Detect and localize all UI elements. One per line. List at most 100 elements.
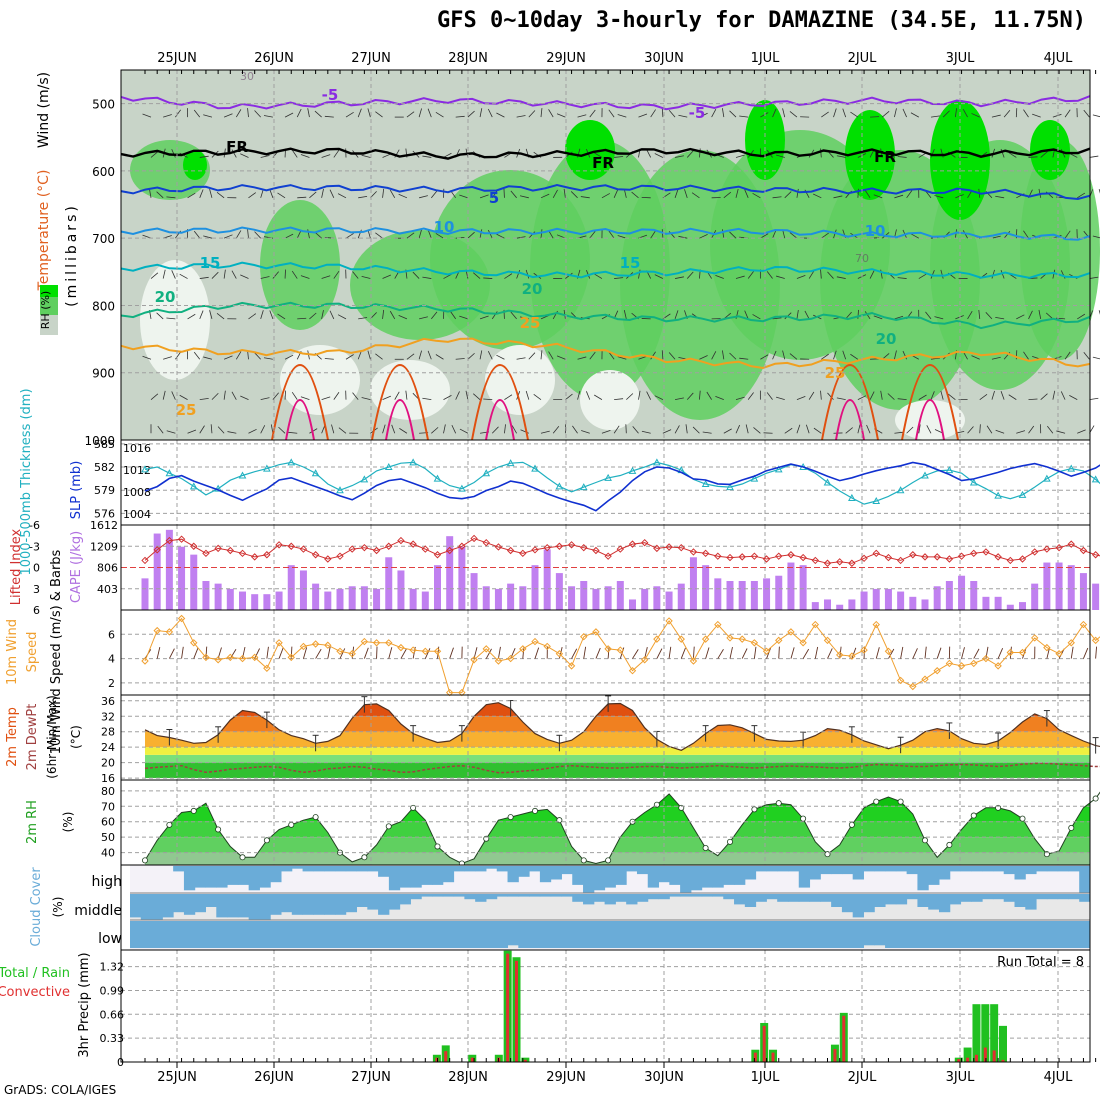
- wind-barb: [979, 394, 988, 400]
- wind-barb: [967, 426, 974, 434]
- cloud-cell-high: [787, 866, 800, 872]
- wind-barb: [572, 425, 578, 434]
- wind-barb: [491, 190, 498, 199]
- rh-tick-label: 60: [101, 816, 115, 829]
- cloud-cell-low: [130, 921, 142, 948]
- wind-barb-10m: [290, 646, 293, 659]
- cloud-cell-low: [259, 921, 271, 948]
- cape-bar: [921, 599, 929, 610]
- wind-speed-point: [263, 664, 271, 672]
- wind-barb: [608, 109, 615, 118]
- li-point: [458, 542, 466, 550]
- wind-barb: [613, 425, 620, 434]
- cloud-cell-middle: [831, 894, 843, 907]
- wind-barb: [910, 233, 920, 239]
- contour-label: 5: [489, 189, 499, 207]
- wind-speed-point: [628, 667, 637, 675]
- li-point: [762, 555, 771, 563]
- cloud-cell-high: [432, 866, 444, 885]
- wind-barb-10m: [705, 647, 710, 659]
- cloud-cell-middle: [421, 894, 433, 897]
- cape-bar: [373, 588, 381, 610]
- wind-speed-point: [470, 656, 478, 664]
- cape-bar: [239, 591, 246, 610]
- li-point: [506, 546, 515, 555]
- li-point: [543, 543, 551, 552]
- rh-axis-label: 2m RH: [25, 800, 40, 844]
- wind-speed-point: [957, 662, 966, 670]
- li-point: [299, 545, 308, 553]
- wind-barb: [175, 109, 181, 118]
- wind-barb-10m: [790, 647, 795, 659]
- wind-barb: [1016, 314, 1025, 320]
- li-point: [848, 559, 856, 567]
- thickness-point: [653, 458, 661, 466]
- wind-barb: [382, 309, 385, 319]
- thickness-point: [384, 463, 393, 471]
- rh-point: [532, 807, 539, 814]
- temp-band: [145, 754, 1090, 763]
- wind-barb: [869, 391, 875, 400]
- wind-barb: [516, 236, 526, 239]
- precip-tick-label: 1.32: [100, 961, 125, 974]
- rh-point: [727, 838, 734, 845]
- wind-barb-10m: [753, 646, 757, 659]
- cloud-cell-low: [1025, 921, 1037, 948]
- wind-barb: [375, 232, 383, 239]
- wind-barb: [613, 189, 619, 198]
- wind-barb: [288, 431, 298, 434]
- wind-barb: [722, 108, 725, 118]
- isotherm--5: [120, 95, 1091, 111]
- wind-barb: [735, 424, 741, 434]
- wind-barb: [431, 311, 438, 320]
- wind-barb-10m: [1095, 646, 1098, 659]
- wind-axis-label: 10m Wind Speed (m/s) & Barbs: [49, 549, 64, 754]
- cape-bar: [312, 583, 320, 610]
- wind-barb: [199, 189, 204, 198]
- cloud-cell-high: [507, 866, 519, 883]
- wind-barb: [674, 425, 680, 434]
- wind-barb: [399, 428, 408, 434]
- wind-barb-10m: [814, 646, 819, 659]
- wind-barb: [199, 425, 205, 434]
- thickness-point: [531, 464, 539, 472]
- wind-barb: [1047, 425, 1054, 434]
- precip-conv-bar: [470, 1057, 474, 1062]
- wind-barb: [902, 108, 907, 118]
- cape-bar: [665, 591, 673, 610]
- wind-barb: [479, 229, 483, 239]
- wind-speed-point: [896, 676, 905, 685]
- li-point: [1091, 551, 1100, 559]
- li-point: [336, 552, 344, 560]
- cloud-cell-low: [906, 921, 918, 948]
- wind-barb: [431, 427, 439, 434]
- rh-point: [190, 807, 197, 814]
- thickness-tick-label: 579: [94, 484, 115, 497]
- wind-barb: [352, 271, 359, 279]
- wind-barb: [422, 397, 432, 401]
- li-point: [311, 551, 320, 559]
- wind-speed-point: [823, 636, 832, 645]
- wind-barb: [577, 390, 581, 400]
- wind-barb: [577, 356, 587, 360]
- li-point: [226, 546, 235, 555]
- li-tick-label: 6: [33, 604, 40, 617]
- wind-barb-10m: [1070, 646, 1074, 659]
- wind-barb: [638, 113, 648, 118]
- wind-speed-point: [531, 637, 539, 646]
- li-point: [677, 543, 685, 552]
- precip-total-bar: [972, 1004, 981, 1062]
- pressure-axis-label: (millibars): [64, 203, 80, 307]
- cloud-cell-low: [572, 921, 584, 948]
- wind-barb: [163, 114, 172, 118]
- wind-barb-10m: [729, 646, 733, 659]
- wind-barb: [142, 355, 152, 360]
- wind-barb-10m: [303, 647, 308, 659]
- wind-barb: [235, 109, 242, 118]
- wind-speed-point: [835, 651, 844, 659]
- cape-bar: [263, 594, 271, 610]
- thickness-tick-label: 585: [94, 438, 115, 451]
- wind-barb: [995, 195, 1005, 199]
- wind-barb: [406, 232, 415, 239]
- wind-barb: [248, 192, 257, 199]
